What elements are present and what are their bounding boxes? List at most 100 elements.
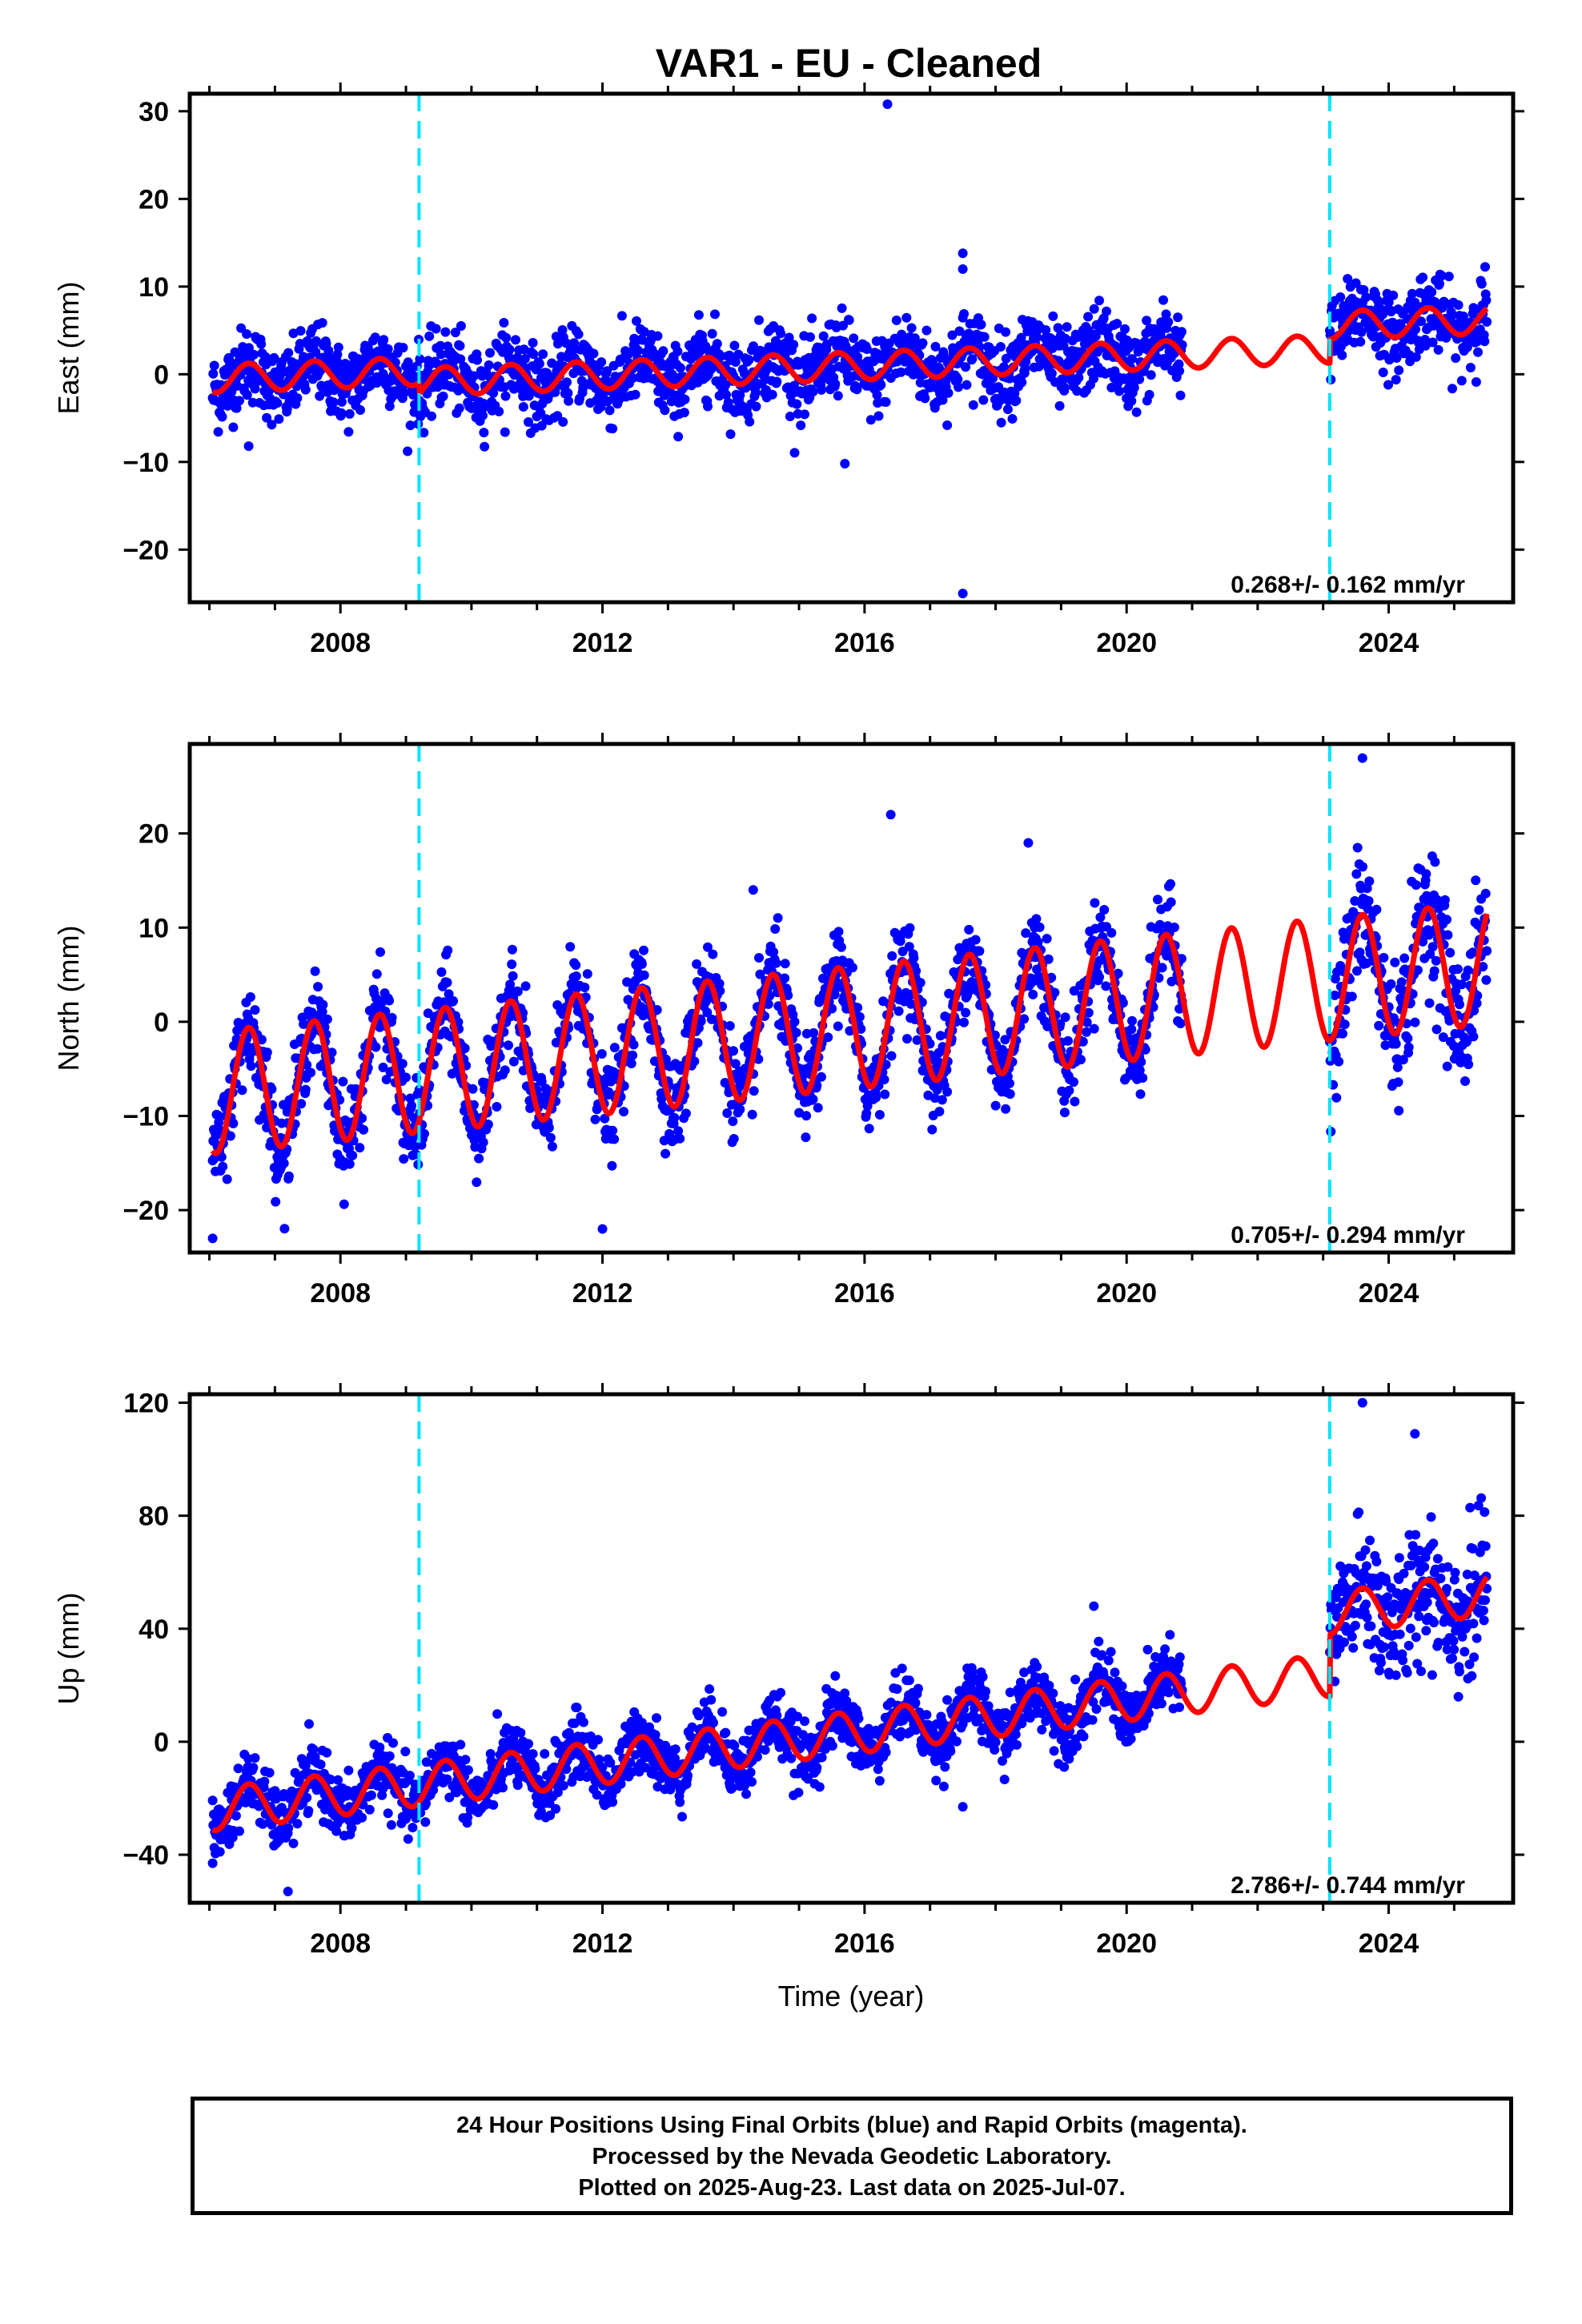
data-point <box>208 1795 218 1805</box>
data-point <box>792 400 801 409</box>
data-point <box>954 382 963 392</box>
data-point <box>334 343 343 352</box>
data-point <box>790 448 800 457</box>
data-point <box>1388 291 1398 300</box>
data-point <box>1352 966 1362 975</box>
data-point <box>809 387 818 396</box>
data-point <box>927 1125 937 1135</box>
data-point <box>909 953 918 963</box>
data-point <box>215 1847 225 1856</box>
outlier-point <box>886 810 896 819</box>
data-point <box>559 1781 568 1791</box>
data-point <box>1477 279 1487 289</box>
data-point <box>292 1819 302 1828</box>
data-point <box>343 1766 353 1775</box>
data-point <box>437 967 447 977</box>
data-point <box>729 341 739 351</box>
data-point <box>1340 1019 1350 1029</box>
data-point <box>1028 990 1038 999</box>
data-point <box>375 947 385 957</box>
data-point <box>1174 366 1184 376</box>
data-point <box>610 1043 620 1052</box>
data-point <box>608 1126 617 1136</box>
data-point <box>472 356 482 365</box>
data-point <box>1008 414 1018 424</box>
data-point <box>1090 1024 1099 1034</box>
data-point <box>524 1739 533 1749</box>
data-point <box>329 397 339 407</box>
data-point <box>1447 308 1456 317</box>
data-point <box>223 1175 232 1184</box>
outlier-point <box>958 248 968 258</box>
data-point <box>572 1703 582 1712</box>
data-point <box>880 1075 889 1084</box>
data-point <box>1070 1097 1079 1107</box>
data-point <box>388 1739 398 1748</box>
data-point <box>1394 1106 1403 1116</box>
data-point <box>1011 396 1021 405</box>
data-point <box>961 1008 970 1018</box>
data-point <box>1177 327 1186 336</box>
data-point <box>1026 979 1036 988</box>
data-point <box>1454 300 1464 310</box>
data-point <box>379 335 388 344</box>
data-point <box>210 361 219 371</box>
data-point <box>1166 898 1176 907</box>
y-axis-label: North (mm) <box>52 926 85 1072</box>
data-point <box>796 420 805 430</box>
data-point <box>729 1046 738 1055</box>
data-point <box>339 1200 349 1209</box>
data-point <box>637 959 647 969</box>
data-point <box>629 1040 639 1050</box>
data-point <box>722 1108 732 1118</box>
data-point <box>296 326 306 336</box>
data-point <box>1468 1031 1478 1041</box>
data-point <box>357 1813 367 1823</box>
data-point <box>661 1149 670 1159</box>
data-point <box>443 946 452 955</box>
data-point <box>980 332 990 342</box>
data-point <box>472 1177 481 1187</box>
data-point <box>681 1108 691 1118</box>
data-point <box>279 1224 289 1233</box>
data-point <box>1337 351 1347 360</box>
data-point <box>1176 391 1186 400</box>
data-point <box>367 1791 376 1800</box>
data-point <box>1170 923 1179 932</box>
data-points <box>208 99 1492 598</box>
data-point <box>1042 934 1052 943</box>
data-point <box>1434 345 1443 355</box>
data-point <box>1145 390 1154 400</box>
data-point <box>640 971 649 980</box>
data-point <box>837 304 847 313</box>
data-point <box>905 923 915 933</box>
data-point <box>456 341 465 351</box>
data-point <box>242 329 251 339</box>
data-point <box>1451 353 1460 363</box>
data-point <box>710 309 720 319</box>
data-point <box>485 348 495 358</box>
data-point <box>694 310 704 320</box>
data-point <box>1403 1034 1412 1043</box>
data-point <box>680 408 689 417</box>
data-point <box>596 357 606 367</box>
data-point <box>499 318 508 328</box>
data-point <box>432 324 441 334</box>
data-point <box>1480 262 1490 271</box>
data-point <box>855 1012 865 1022</box>
data-point <box>639 946 648 955</box>
data-point <box>1427 287 1436 297</box>
data-point <box>1005 1079 1014 1088</box>
data-point <box>713 339 722 348</box>
data-point <box>247 1061 256 1071</box>
data-point <box>551 1804 560 1814</box>
data-point <box>234 1763 243 1773</box>
x-tick-label: 2020 <box>1096 1278 1157 1309</box>
data-point <box>479 1137 488 1147</box>
data-point <box>263 1047 272 1057</box>
data-point <box>1464 1059 1473 1069</box>
data-point <box>1101 981 1110 991</box>
data-point <box>931 342 941 352</box>
data-point <box>399 1154 408 1164</box>
